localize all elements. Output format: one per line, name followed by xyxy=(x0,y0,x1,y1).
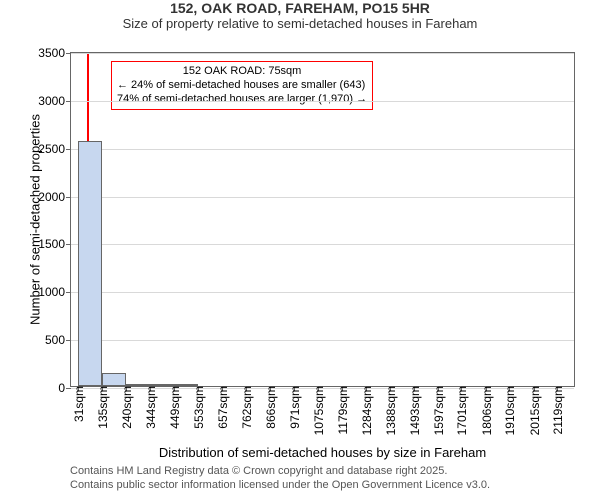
x-tick-label: 553sqm xyxy=(190,386,206,429)
histogram-bar xyxy=(102,373,126,386)
histogram-bar xyxy=(126,384,150,386)
histogram-bar xyxy=(150,384,174,386)
chart-title: 152, OAK ROAD, FAREHAM, PO15 5HR xyxy=(0,0,600,16)
y-tick-label: 2000 xyxy=(38,190,71,204)
x-tick-label: 240sqm xyxy=(118,386,134,429)
histogram-bar xyxy=(78,141,102,386)
x-tick-label: 762sqm xyxy=(238,386,254,429)
gridline-horizontal xyxy=(71,292,574,293)
x-axis-title: Distribution of semi-detached houses by … xyxy=(70,445,575,460)
chart-subtitle: Size of property relative to semi-detach… xyxy=(0,16,600,31)
x-tick-label: 1284sqm xyxy=(358,386,374,435)
y-tick-label: 500 xyxy=(45,333,71,347)
y-tick-label: 1500 xyxy=(38,237,71,251)
annotation-title: 152 OAK ROAD: 75sqm xyxy=(117,65,367,79)
x-tick-label: 1806sqm xyxy=(478,386,494,435)
x-tick-label: 1388sqm xyxy=(382,386,398,435)
x-tick-label: 971sqm xyxy=(286,386,302,429)
y-tick-label: 2500 xyxy=(38,142,71,156)
footnote-line-1: Contains HM Land Registry data © Crown c… xyxy=(70,465,447,477)
gridline-horizontal xyxy=(71,340,574,341)
gridline-horizontal xyxy=(71,53,574,54)
x-tick-label: 1493sqm xyxy=(406,386,422,435)
gridline-horizontal xyxy=(71,101,574,102)
x-tick-label: 657sqm xyxy=(214,386,230,429)
y-axis-title: Number of semi-detached properties xyxy=(28,89,43,349)
annotation-line-larger: 74% of semi-detached houses are larger (… xyxy=(117,93,367,107)
x-tick-label: 1597sqm xyxy=(430,386,446,435)
x-tick-label: 135sqm xyxy=(94,386,110,429)
x-tick-label: 1075sqm xyxy=(310,386,326,435)
histogram-bar xyxy=(174,384,198,386)
gridline-horizontal xyxy=(71,244,574,245)
annotation-box: 152 OAK ROAD: 75sqm ← 24% of semi-detach… xyxy=(111,61,373,110)
x-tick-label: 1701sqm xyxy=(453,386,469,435)
x-tick-label: 2015sqm xyxy=(526,386,542,435)
y-tick-label: 3500 xyxy=(38,46,71,60)
annotation-line-smaller: ← 24% of semi-detached houses are smalle… xyxy=(117,79,367,93)
x-tick-label: 449sqm xyxy=(166,386,182,429)
x-tick-label: 1910sqm xyxy=(501,386,517,435)
y-tick-label: 3000 xyxy=(38,94,71,108)
y-tick-label: 1000 xyxy=(38,285,71,299)
footnote-line-2: Contains public sector information licen… xyxy=(70,479,490,491)
x-tick-label: 344sqm xyxy=(142,386,158,429)
plot-area: 152 OAK ROAD: 75sqm ← 24% of semi-detach… xyxy=(70,52,575,387)
gridline-horizontal xyxy=(71,149,574,150)
x-tick-label: 2119sqm xyxy=(549,386,565,434)
x-tick-label: 31sqm xyxy=(70,386,86,422)
x-tick-label: 866sqm xyxy=(262,386,278,429)
gridline-horizontal xyxy=(71,197,574,198)
x-tick-label: 1179sqm xyxy=(334,386,350,434)
